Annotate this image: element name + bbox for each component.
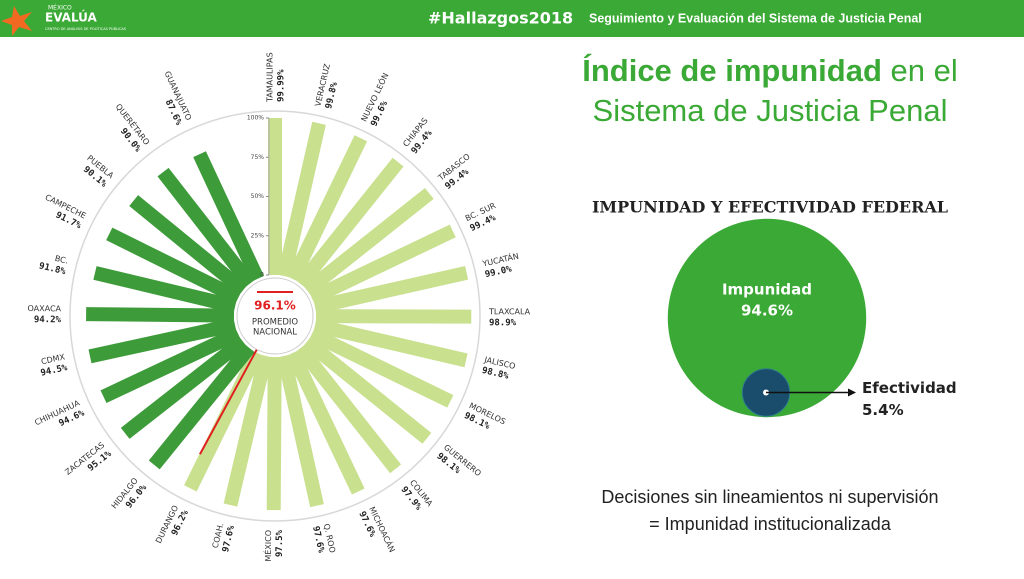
bar	[184, 349, 264, 492]
r-tick-label: 50%	[251, 193, 265, 200]
logo-star	[1, 6, 32, 36]
bar	[308, 224, 456, 305]
bar	[286, 350, 365, 495]
bar	[266, 356, 282, 511]
header-bar	[0, 0, 1024, 37]
bubble	[667, 218, 867, 418]
bar	[268, 118, 282, 275]
state-label: BC.	[54, 254, 69, 266]
bar	[223, 354, 273, 507]
bar	[193, 151, 265, 282]
bar	[157, 167, 256, 288]
bar	[308, 327, 454, 408]
bar	[277, 354, 324, 508]
header-subtitle: Seguimiento y Evaluación del Sistema de …	[589, 11, 922, 25]
bar	[302, 187, 434, 296]
bar	[286, 135, 368, 283]
average-text: NACIONAL	[253, 328, 297, 338]
bar	[295, 157, 404, 289]
bubble-label: Impunidad	[722, 281, 812, 299]
value-label: 99.99%	[277, 69, 287, 102]
average-line	[199, 348, 258, 455]
state-label: MÉXICO	[262, 530, 273, 562]
bar	[148, 343, 255, 470]
r-tick-label: 100%	[247, 115, 264, 122]
bubble-value: 5.4%	[862, 401, 904, 419]
r-tick-label: 25%	[251, 232, 265, 239]
state-label: OAXACA	[28, 304, 62, 313]
value-label: 97.5%	[275, 529, 285, 557]
pointer-head	[848, 388, 856, 397]
r-tick-label: 75%	[251, 154, 265, 161]
center-disc	[236, 277, 314, 355]
logo-sub: CENTRO DE ANÁLISIS DE POLÍTICAS PÚBLICAS	[45, 26, 127, 31]
title-rest-2: Sistema de Justicia Penal	[593, 93, 948, 128]
logo-top: MÉXICO	[48, 4, 72, 12]
hashtag: #Hallazgos2018	[428, 9, 573, 28]
chart-title: IMPUNIDAD Y EFECTIVIDAD FEDERAL	[592, 198, 948, 217]
bar	[120, 335, 248, 439]
bubble-label: Efectividad	[862, 379, 957, 397]
value-label: 94.2%	[34, 315, 62, 325]
logo-name: EVALÚA	[45, 10, 98, 25]
state-label: TLAXCALA	[488, 307, 531, 316]
page-title: Índice de impunidad en el	[582, 53, 958, 88]
state-label: TAMAULIPAS	[266, 52, 275, 103]
bar	[88, 317, 237, 364]
bubble-value: 94.6%	[741, 302, 793, 320]
bar	[277, 121, 326, 278]
bar	[86, 307, 235, 323]
bar	[129, 195, 248, 296]
bar	[106, 227, 242, 305]
bar	[313, 318, 468, 368]
bar	[93, 266, 237, 314]
r-tick-label: 0	[260, 272, 264, 279]
bar	[315, 309, 472, 324]
footer-line: Decisiones sin lineamientos ni supervisi…	[601, 487, 938, 507]
outer-ring	[69, 110, 481, 522]
value-label: 98.9%	[489, 318, 517, 328]
bar	[302, 336, 432, 444]
bar	[100, 327, 241, 404]
average-text: PROMEDIO	[252, 318, 298, 328]
bar	[294, 343, 402, 474]
title-rest-1: en el	[891, 53, 958, 88]
footer-line: = Impunidad institucionalizada	[649, 514, 892, 534]
bar	[313, 266, 469, 314]
average-value: 96.1%	[254, 299, 296, 313]
title-bold: Índice de impunidad	[582, 53, 882, 88]
